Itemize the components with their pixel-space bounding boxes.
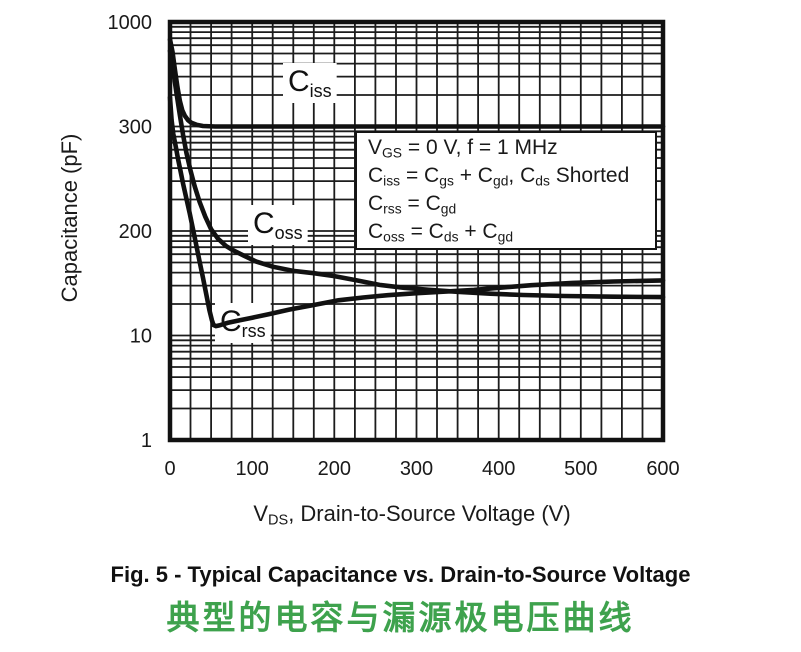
y-tick-label: 1 bbox=[141, 430, 152, 452]
y-axis-title: Capacitance (pF) bbox=[57, 133, 82, 303]
x-tick-label: 200 bbox=[318, 458, 351, 480]
figure-caption-en: Fig. 5 - Typical Capacitance vs. Drain-t… bbox=[110, 562, 691, 587]
curves bbox=[167, 37, 666, 329]
annotation-line: Ciss = Cgs + Cgd, Cds Shorted bbox=[368, 164, 630, 189]
annotation-line: VGS = 0 V, f = 1 MHz bbox=[368, 136, 558, 161]
curve-label-coss: Coss bbox=[253, 207, 303, 243]
x-tick-label: 600 bbox=[646, 458, 679, 480]
x-tick-label: 500 bbox=[564, 458, 597, 480]
x-axis-title: VDS, Drain-to-Source Voltage (V) bbox=[253, 501, 571, 529]
x-tick-label: 300 bbox=[400, 458, 433, 480]
x-tick-label: 400 bbox=[482, 458, 515, 480]
annotation-line: Coss = Cds + Cgd bbox=[368, 220, 514, 245]
y-tick-label: 300 bbox=[119, 117, 152, 139]
curve-crss bbox=[167, 95, 666, 329]
tick-labels: 1000 300 200 10 10 100 200 300 400 500 600 bbox=[108, 12, 680, 480]
curve-label-ciss: Ciss bbox=[288, 65, 332, 101]
figure-caption-zh: 典型的电容与漏源极电压曲线 bbox=[166, 599, 635, 636]
y-tick-label: 10 bbox=[130, 326, 152, 348]
x-tick-label: 0 bbox=[164, 458, 175, 480]
x-tick-label: 100 bbox=[236, 458, 269, 480]
conditions-annotation: VGS = 0 V, f = 1 MHz Ciss = Cgs + Cgd, Cd… bbox=[355, 131, 657, 250]
annotation-line: Crss = Cgd bbox=[368, 192, 457, 217]
y-tick-label: 200 bbox=[119, 221, 152, 243]
plot-frame bbox=[167, 19, 666, 443]
y-tick-label: 1000 bbox=[108, 12, 153, 34]
